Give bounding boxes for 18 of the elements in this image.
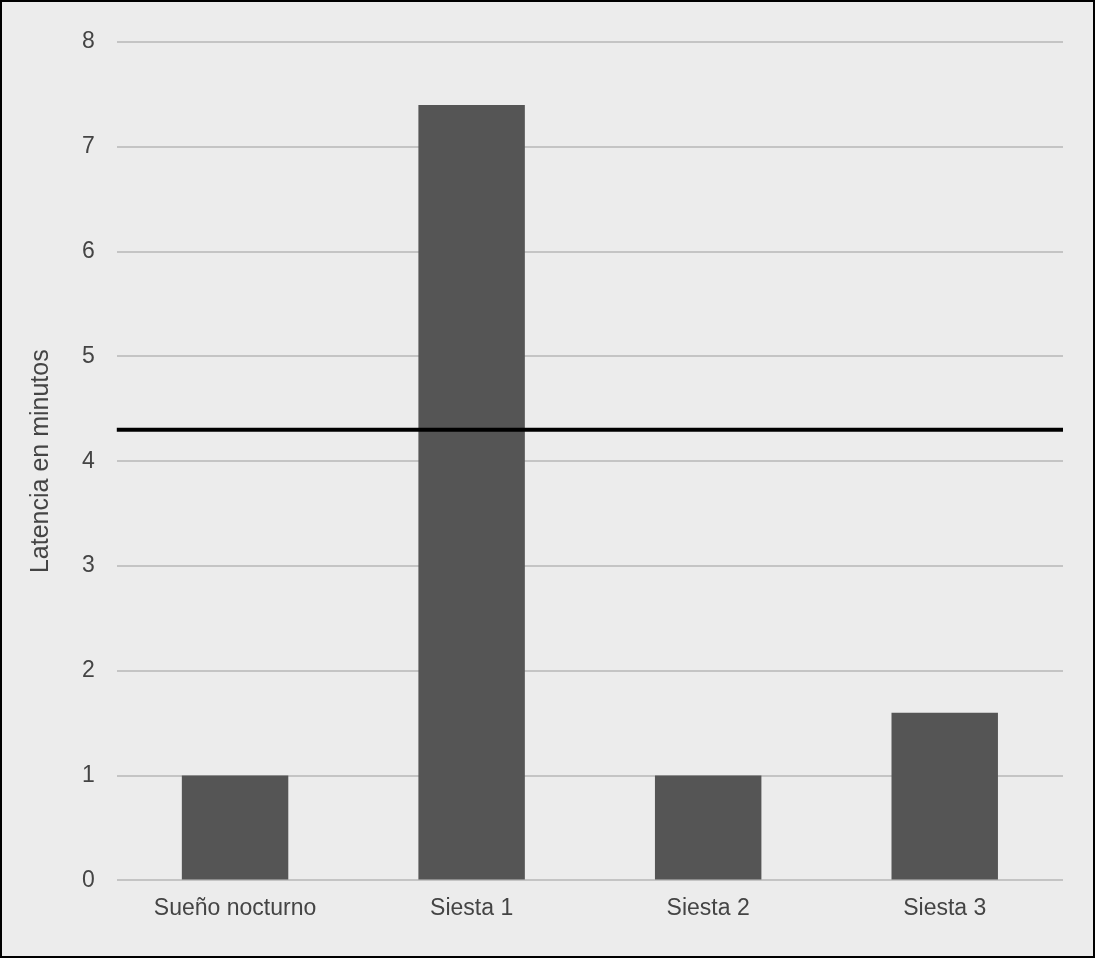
bar xyxy=(891,712,998,880)
y-tick-label: 6 xyxy=(81,236,95,263)
x-tick-label: Siesta 1 xyxy=(430,893,514,920)
y-axis-title: Latencia en minutos xyxy=(24,349,53,574)
y-tick-label: 1 xyxy=(81,760,95,787)
x-tick-label: Siesta 2 xyxy=(666,893,750,920)
y-tick-label: 3 xyxy=(81,551,95,578)
y-tick-label: 4 xyxy=(81,446,95,473)
y-tick-label: 0 xyxy=(81,865,95,892)
x-tick-label: Siesta 3 xyxy=(903,893,987,920)
bar xyxy=(654,775,762,880)
y-tick-label: 2 xyxy=(81,656,95,683)
bar xyxy=(418,104,525,880)
bar xyxy=(181,775,289,880)
y-tick-label: 7 xyxy=(81,132,95,159)
y-tick-label: 8 xyxy=(81,27,95,54)
y-tick-label: 5 xyxy=(81,341,95,368)
x-tick-label: Sueño nocturno xyxy=(153,893,317,920)
